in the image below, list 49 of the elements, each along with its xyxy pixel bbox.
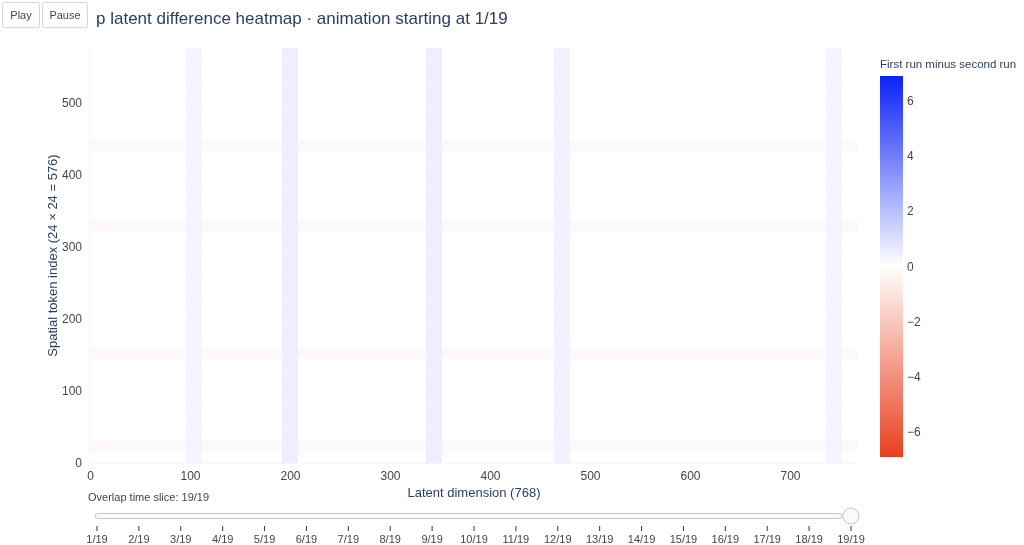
text: 2/19	[128, 533, 150, 545]
y-tick-label: 400	[61, 167, 83, 182]
text: 5/19	[253, 533, 276, 545]
x-tick-label: 600	[680, 468, 701, 483]
y-tick-label: 500	[61, 95, 83, 110]
text: 6/19	[295, 533, 318, 545]
slider-track[interactable]	[94, 513, 843, 519]
text: 14/19	[627, 533, 656, 545]
color-bar-label: −2	[907, 314, 922, 329]
x-tick-label: 0	[87, 468, 95, 483]
text: 12/19	[544, 533, 572, 545]
text: 4/19	[211, 533, 234, 545]
y-tick-label: 200	[61, 311, 83, 326]
text: 19/19	[837, 533, 865, 545]
x-tick-label: 500	[580, 468, 601, 483]
text: 18/19	[795, 533, 823, 545]
x-tick-label: 700	[780, 468, 801, 483]
x-tick-label: 200	[280, 468, 301, 483]
text: 9/19	[421, 533, 443, 545]
x-tick-label: 100	[180, 468, 201, 483]
text: 13/19	[585, 533, 614, 545]
text: 16/19	[711, 533, 740, 545]
x-tick-label: 400	[480, 468, 501, 483]
color-bar-title: First run minus second run	[880, 58, 1017, 70]
text: Overlap time slice: 19/19	[88, 491, 210, 503]
text: 17/19	[753, 533, 781, 545]
color-bar-label: 6	[907, 93, 914, 108]
text: 8/19	[379, 533, 401, 545]
text: 11/19	[502, 533, 530, 545]
text: 3/19	[170, 533, 192, 545]
text: 15/19	[669, 533, 698, 545]
slider-handle[interactable]	[842, 507, 860, 525]
y-tick-label: 100	[61, 383, 83, 398]
text: 1/19	[86, 533, 108, 545]
y-tick-label: 300	[61, 239, 83, 254]
color-bar-label: 2	[907, 204, 914, 219]
chart-title: p latent difference heatmap · animation starting at 1/19	[96, 9, 508, 29]
y-tick-label: 0	[75, 455, 83, 470]
x-axis-title: Latent dimension (768)	[407, 485, 541, 500]
y-axis-title: Spatial token index (24 × 24 = 576)	[44, 154, 60, 357]
x-tick-label: 300	[380, 468, 401, 483]
pause-button[interactable]: Pause	[42, 2, 88, 28]
text: 7/19	[337, 533, 360, 545]
color-bar-label: −6	[907, 425, 922, 440]
color-bar-label: −4	[907, 369, 922, 384]
play-button[interactable]: Play	[2, 2, 40, 28]
color-bar-label: 0	[907, 259, 914, 274]
text: 10/19	[460, 533, 488, 545]
color-bar-label: 4	[907, 149, 914, 164]
